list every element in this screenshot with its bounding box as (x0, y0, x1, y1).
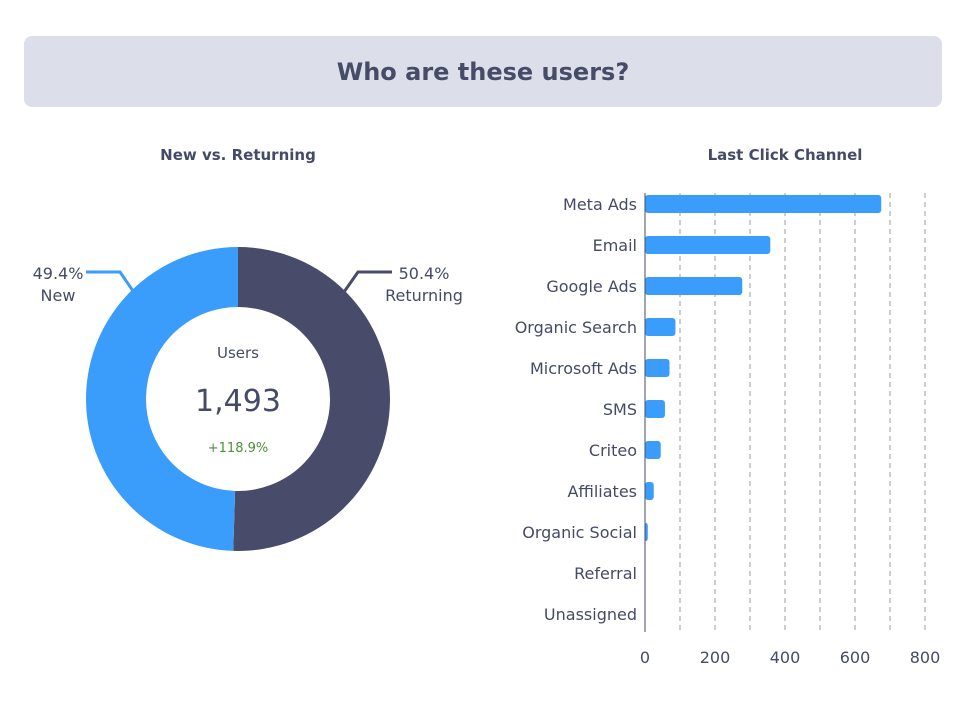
bar (645, 400, 665, 418)
bar-category-label: Criteo (589, 441, 637, 460)
header-banner: Who are these users? (24, 36, 942, 107)
bar-category-label: Referral (574, 564, 637, 583)
donut-slice-returning (233, 247, 391, 551)
bar-category-label: SMS (603, 400, 637, 419)
donut-label-new-name: New (41, 286, 76, 305)
bar (645, 318, 676, 336)
donut-center-label: Users (217, 344, 259, 362)
leader-line-returning (342, 270, 392, 293)
bar-category-label: Google Ads (546, 277, 637, 296)
bar-category-label: Email (593, 236, 637, 255)
donut-center-change: +118.9% (208, 441, 268, 456)
bar (645, 482, 654, 500)
bar (645, 195, 882, 213)
x-tick-label: 200 (700, 648, 731, 667)
bar (645, 359, 670, 377)
donut-center-value: 1,493 (195, 384, 281, 419)
donut-slice-new (86, 247, 238, 551)
x-tick-label: 0 (640, 648, 650, 667)
donut-label-returning-name: Returning (385, 286, 463, 305)
bar (645, 523, 648, 541)
donut-label-new-percent: 49.4% (33, 264, 84, 283)
donut-label-returning-percent: 50.4% (399, 264, 450, 283)
x-tick-label: 400 (770, 648, 801, 667)
donut-chart-title: New vs. Returning (160, 146, 316, 164)
x-tick-label: 600 (840, 648, 871, 667)
bar-category-label: Meta Ads (563, 195, 637, 214)
bar-chart-title: Last Click Channel (707, 146, 863, 164)
leader-line-new (86, 270, 135, 292)
bar (645, 441, 661, 459)
bar (645, 277, 743, 295)
bar-category-label: Unassigned (544, 605, 637, 624)
bar-category-label: Microsoft Ads (530, 359, 637, 378)
x-tick-label: 800 (910, 648, 941, 667)
bar (645, 236, 771, 254)
bar-category-label: Affiliates (567, 482, 637, 501)
bar-category-label: Organic Search (515, 318, 637, 337)
page-title: Who are these users? (336, 57, 630, 86)
bar-category-label: Organic Social (522, 523, 637, 542)
